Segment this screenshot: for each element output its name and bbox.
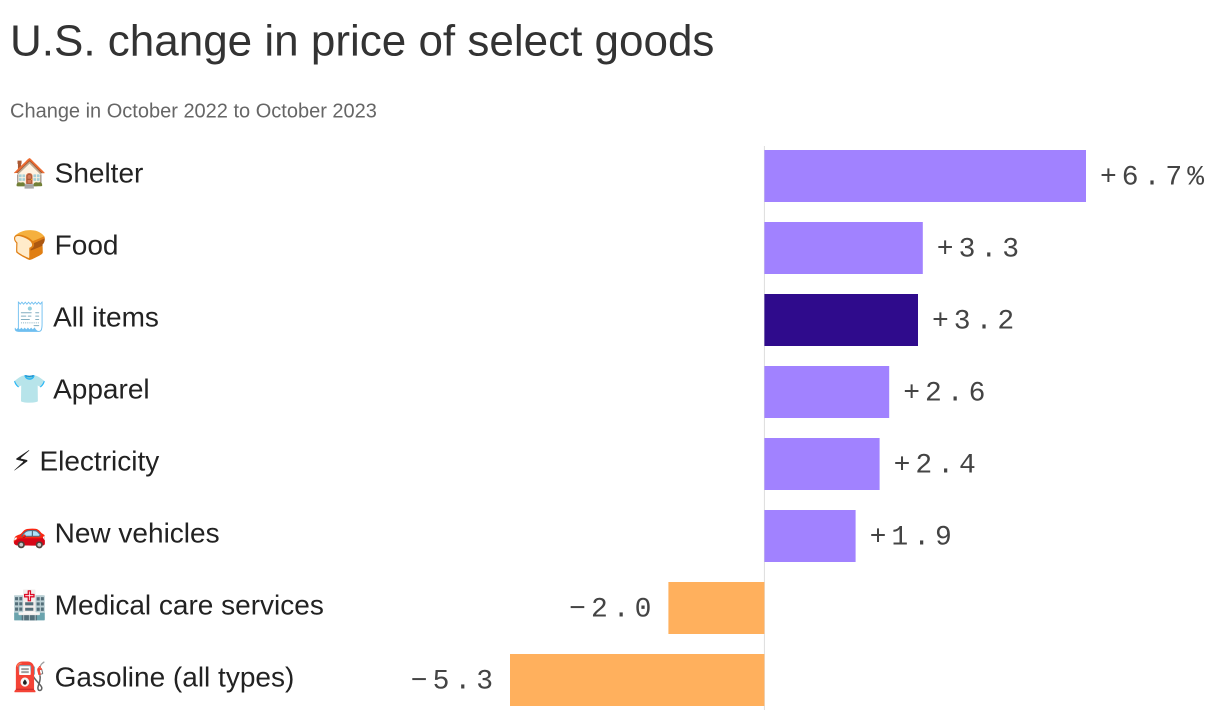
value-label: +6.7% bbox=[1100, 162, 1209, 193]
value-label: +2.6 bbox=[903, 378, 990, 409]
category-label: 🏥 Medical care services bbox=[12, 588, 324, 621]
bar bbox=[764, 510, 856, 562]
category-label: ⚡ Electricity bbox=[12, 445, 159, 476]
value-label: −5.3 bbox=[411, 666, 498, 697]
bar bbox=[764, 294, 918, 346]
bar bbox=[764, 438, 880, 490]
value-label: +1.9 bbox=[870, 522, 957, 553]
bar bbox=[510, 654, 765, 706]
category-label: 🍞 Food bbox=[12, 228, 118, 261]
category-label: 🚗 New vehicles bbox=[12, 517, 220, 549]
value-label: −2.0 bbox=[569, 594, 656, 625]
category-label: 🏠 Shelter bbox=[12, 157, 143, 189]
category-label: ⛽ Gasoline (all types) bbox=[12, 660, 294, 693]
value-label: +3.3 bbox=[937, 234, 1024, 265]
chart-subtitle: Change in October 2022 to October 2023 bbox=[10, 100, 377, 122]
bar bbox=[668, 582, 765, 634]
bar bbox=[764, 222, 923, 274]
category-label: 👕 Apparel bbox=[12, 373, 150, 404]
value-label: +3.2 bbox=[932, 306, 1019, 337]
value-label: +2.4 bbox=[894, 450, 981, 481]
chart-title: U.S. change in price of select goods bbox=[10, 17, 714, 66]
bar bbox=[764, 150, 1086, 202]
category-label: 🧾 All items bbox=[12, 300, 159, 333]
bar bbox=[764, 366, 890, 418]
